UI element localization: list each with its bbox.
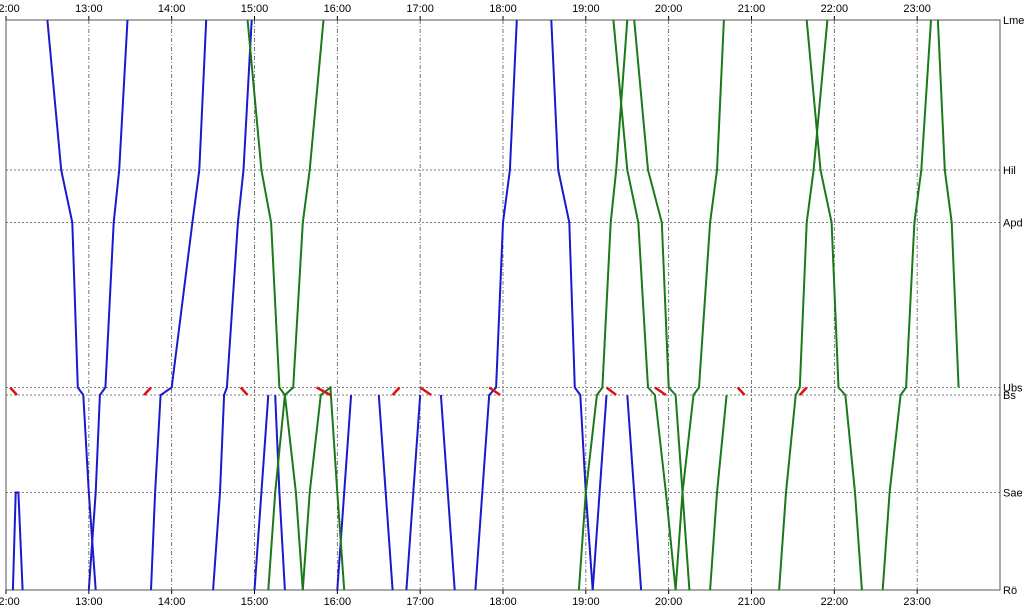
x-tick-label-bottom: 12:00 xyxy=(0,596,20,608)
train-path-blue xyxy=(550,19,594,591)
train-path-red xyxy=(143,386,152,396)
train-path-red xyxy=(239,386,249,396)
x-tick-label-bottom: 18:00 xyxy=(489,596,517,608)
x-tick-label-bottom: 21:00 xyxy=(738,596,766,608)
train-path-green xyxy=(301,385,346,591)
train-path-green xyxy=(709,394,728,591)
x-tick-label-top: 12:00 xyxy=(0,3,20,15)
x-tick-label-bottom: 16:00 xyxy=(324,596,352,608)
train-path-blue xyxy=(405,394,422,591)
train-path-blue xyxy=(274,394,286,591)
train-path-blue xyxy=(87,19,129,591)
train-path-red xyxy=(419,386,432,397)
train-path-blue xyxy=(46,19,97,591)
train-path-green xyxy=(936,19,960,388)
train-path-blue xyxy=(253,394,270,591)
x-tick-label-bottom: 23:00 xyxy=(903,596,931,608)
train-path-green xyxy=(267,19,325,591)
train-path-blue xyxy=(377,394,394,591)
train-path-blue xyxy=(474,19,518,591)
station-label: Sae xyxy=(1003,488,1023,500)
x-tick-label-bottom: 17:00 xyxy=(406,596,434,608)
train-path-green xyxy=(881,19,932,591)
x-tick-label-bottom: 15:00 xyxy=(241,596,269,608)
x-tick-label-top: 23:00 xyxy=(903,3,931,15)
x-tick-label-bottom: 19:00 xyxy=(572,596,600,608)
station-label: Rö xyxy=(1003,585,1017,597)
train-path-red xyxy=(9,386,18,396)
x-tick-label-bottom: 14:00 xyxy=(158,596,186,608)
train-path-blue xyxy=(150,19,208,591)
x-tick-label-top: 20:00 xyxy=(655,3,683,15)
train-path-green xyxy=(612,19,677,591)
train-path-green xyxy=(674,19,725,591)
train-path-blue xyxy=(212,19,253,591)
train-path-red xyxy=(488,386,501,397)
station-label: Lme xyxy=(1003,15,1024,27)
train-path-blue xyxy=(11,491,24,591)
train-path-red xyxy=(391,386,401,396)
train-path-blue xyxy=(439,394,456,591)
train-path-green xyxy=(778,19,829,591)
train-path-green xyxy=(577,19,629,591)
x-tick-label-top: 16:00 xyxy=(324,3,352,15)
train-path-blue xyxy=(626,394,643,591)
train-path-green xyxy=(246,19,304,591)
x-tick-label-bottom: 13:00 xyxy=(75,596,103,608)
train-path-red xyxy=(654,386,667,397)
x-tick-label-bottom: 22:00 xyxy=(821,596,849,608)
train-path-blue xyxy=(336,394,353,591)
x-tick-label-top: 19:00 xyxy=(572,3,600,15)
x-tick-label-top: 13:00 xyxy=(75,3,103,15)
train-path-red xyxy=(316,386,331,397)
station-label: Ubs xyxy=(1003,383,1023,395)
train-path-red xyxy=(736,386,746,396)
x-tick-label-top: 21:00 xyxy=(738,3,766,15)
x-tick-label-bottom: 20:00 xyxy=(655,596,683,608)
x-tick-label-top: 22:00 xyxy=(821,3,849,15)
train-path-green xyxy=(805,19,863,591)
x-tick-label-top: 14:00 xyxy=(158,3,186,15)
x-tick-label-top: 18:00 xyxy=(489,3,517,15)
station-label: Hil xyxy=(1003,165,1016,177)
x-tick-label-top: 17:00 xyxy=(406,3,434,15)
x-tick-label-top: 15:00 xyxy=(241,3,269,15)
train-path-red xyxy=(605,386,617,396)
train-path-blue xyxy=(591,394,608,591)
station-label: Apd xyxy=(1003,218,1023,230)
station-label: Bs xyxy=(1003,390,1016,402)
train-path-red xyxy=(798,386,808,396)
